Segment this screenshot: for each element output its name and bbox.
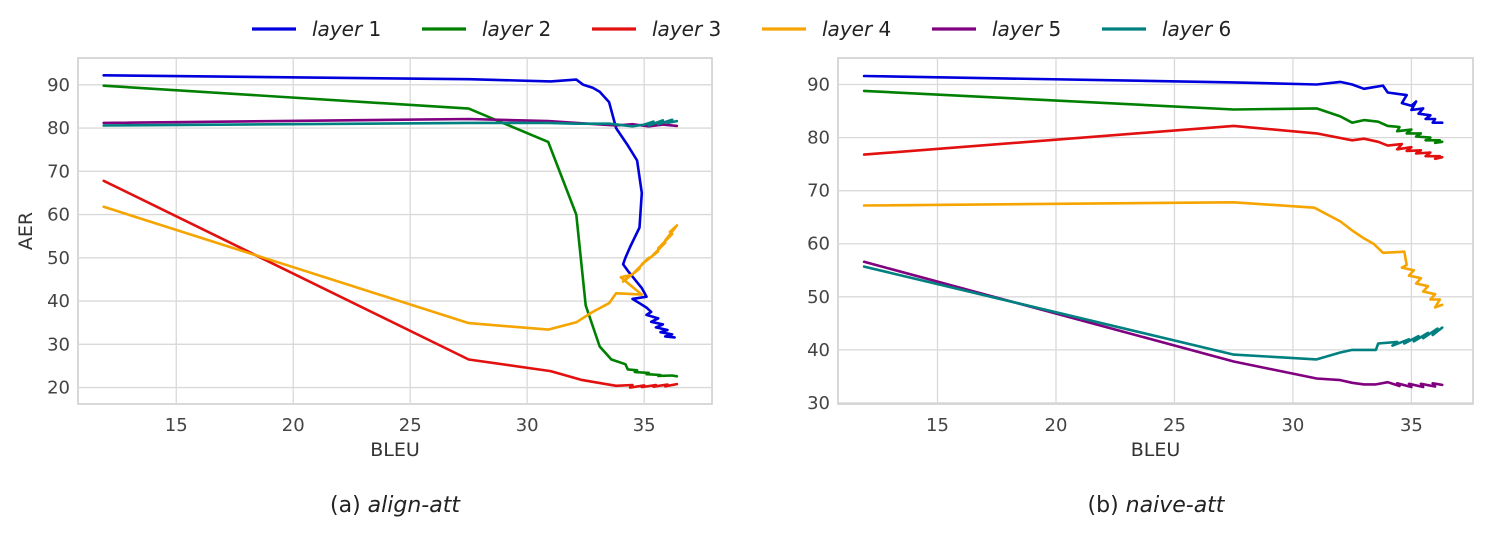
y-tick-label: 20 [47,378,70,399]
legend-item: layer 3 [592,17,721,41]
legend: layer 1 layer 2 layer 3 layer 4 layer 5 layer… [252,17,1231,41]
x-tick-label: 20 [282,415,305,436]
x-tick-label: 25 [399,415,422,436]
legend-label: layer 4 [822,17,891,41]
legend-label: layer 6 [1162,17,1231,41]
x-tick-label: 30 [516,415,539,436]
x-tick-label: 30 [1281,415,1304,436]
y-tick-label: 80 [807,128,830,149]
subfigure-caption: (a) align-att [330,493,461,518]
x-tick-label: 35 [1400,415,1423,436]
series-line-layer-4 [102,205,679,331]
legend-item: layer 4 [762,17,891,41]
series-line-layer-5 [862,260,1444,389]
legend-item: layer 1 [252,17,381,41]
x-tick-label: 25 [1163,415,1186,436]
y-tick-label: 60 [47,205,70,226]
series-line-layer-1 [102,74,676,339]
y-tick-label: 90 [807,75,830,96]
legend-label: layer 2 [482,17,551,41]
plot-area [77,57,713,405]
y-tick-label: 70 [47,161,70,182]
y-axis-label: AER [15,212,37,250]
legend-label-num: 6 [1212,17,1231,41]
series-line-layer-3 [862,124,1444,161]
series-line-layer-6 [862,265,1444,361]
y-tick-label: 40 [47,291,70,312]
series-line-layer-1 [862,74,1444,124]
series-line-layer-4 [862,201,1444,309]
legend-label-name: layer [822,17,874,41]
legend-item: layer 5 [932,17,1061,41]
legend-item: layer 6 [1102,17,1231,41]
caption-name: naive-att [1126,493,1226,518]
x-tick-label: 35 [633,415,656,436]
caption-prefix: (b) [1088,493,1126,518]
chart-naive-att: 15 20 25 30 35 30 40 50 60 70 80 90 BLEU (b) naive-at… [807,57,1474,518]
legend-label-name: layer [992,17,1044,41]
y-tick-label: 50 [807,287,830,308]
x-tick-label: 20 [1045,415,1068,436]
subfigure-caption: (b) naive-att [1088,493,1226,518]
legend-label: layer 1 [312,17,381,41]
y-tick-label: 60 [807,234,830,255]
y-tick-label: 30 [807,393,830,414]
y-tick-label: 50 [47,248,70,269]
legend-label: layer 3 [652,17,721,41]
series-line-layer-6 [102,118,679,128]
legend-label-name: layer [482,17,534,41]
chart-align-att: 15 20 25 30 35 20 30 40 50 60 70 80 90 BLEU AER (a) ali… [15,57,713,518]
y-tick-label: 90 [47,75,70,96]
caption-name: align-att [368,493,462,518]
legend-label-name: layer [652,17,704,41]
caption-prefix: (a) [330,493,368,518]
y-tick-label: 80 [47,118,70,139]
y-tick-label: 70 [807,181,830,202]
plot-area [837,57,1474,405]
legend-label-name: layer [1162,17,1214,41]
legend-label-num: 1 [362,17,381,41]
x-tick-label: 15 [165,415,188,436]
legend-label-name: layer [312,17,364,41]
x-axis-label: BLEU [370,439,420,461]
series-line-layer-2 [862,89,1444,145]
legend-label-num: 3 [702,17,721,41]
series-line-layer-2 [102,84,679,378]
x-axis-label: BLEU [1131,439,1181,461]
legend-label-num: 5 [1042,17,1061,41]
legend-item: layer 2 [422,17,551,41]
legend-label-num: 4 [872,17,891,41]
series-line-layer-3 [102,179,679,389]
y-tick-label: 40 [807,340,830,361]
legend-label-num: 2 [532,17,551,41]
legend-label: layer 5 [992,17,1061,41]
x-tick-label: 15 [926,415,949,436]
y-tick-label: 30 [47,334,70,355]
